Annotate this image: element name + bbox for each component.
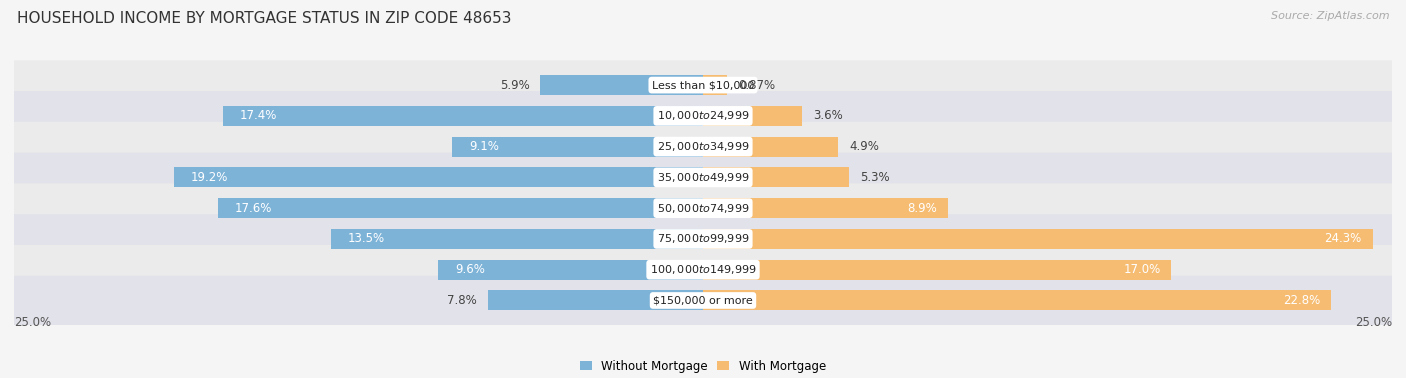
Text: 5.9%: 5.9% [499, 79, 530, 91]
Bar [703, 136, 838, 156]
FancyBboxPatch shape [6, 214, 1400, 264]
Text: HOUSEHOLD INCOME BY MORTGAGE STATUS IN ZIP CODE 48653: HOUSEHOLD INCOME BY MORTGAGE STATUS IN Z… [17, 11, 512, 26]
Bar [703, 198, 948, 218]
Text: $150,000 or more: $150,000 or more [654, 296, 752, 305]
Bar [488, 290, 703, 310]
FancyBboxPatch shape [6, 60, 1400, 110]
FancyBboxPatch shape [6, 183, 1400, 233]
Bar [703, 229, 1372, 249]
Text: 5.3%: 5.3% [860, 171, 890, 184]
Text: $100,000 to $149,999: $100,000 to $149,999 [650, 263, 756, 276]
Text: $50,000 to $74,999: $50,000 to $74,999 [657, 202, 749, 215]
Text: 13.5%: 13.5% [347, 232, 385, 245]
FancyBboxPatch shape [6, 276, 1400, 325]
FancyBboxPatch shape [6, 245, 1400, 294]
Text: 3.6%: 3.6% [813, 109, 844, 122]
Text: 7.8%: 7.8% [447, 294, 477, 307]
Text: 25.0%: 25.0% [14, 316, 51, 329]
Bar [703, 106, 803, 126]
Text: 0.87%: 0.87% [738, 79, 775, 91]
Bar [439, 260, 703, 280]
Text: 24.3%: 24.3% [1324, 232, 1361, 245]
FancyBboxPatch shape [6, 91, 1400, 141]
Legend: Without Mortgage, With Mortgage: Without Mortgage, With Mortgage [575, 355, 831, 377]
Text: 17.4%: 17.4% [240, 109, 277, 122]
Text: 4.9%: 4.9% [849, 140, 879, 153]
Bar [453, 136, 703, 156]
Text: 19.2%: 19.2% [190, 171, 228, 184]
Text: $75,000 to $99,999: $75,000 to $99,999 [657, 232, 749, 245]
Bar [540, 75, 703, 95]
Text: $25,000 to $34,999: $25,000 to $34,999 [657, 140, 749, 153]
Text: 9.1%: 9.1% [468, 140, 499, 153]
Bar [703, 290, 1331, 310]
Text: 25.0%: 25.0% [1355, 316, 1392, 329]
Bar [330, 229, 703, 249]
Bar [174, 167, 703, 187]
Text: 22.8%: 22.8% [1284, 294, 1320, 307]
Text: Less than $10,000: Less than $10,000 [652, 80, 754, 90]
Text: 17.0%: 17.0% [1123, 263, 1160, 276]
Bar [703, 167, 849, 187]
Text: $35,000 to $49,999: $35,000 to $49,999 [657, 171, 749, 184]
Text: 9.6%: 9.6% [456, 263, 485, 276]
Bar [703, 260, 1171, 280]
Text: $10,000 to $24,999: $10,000 to $24,999 [657, 109, 749, 122]
Text: Source: ZipAtlas.com: Source: ZipAtlas.com [1271, 11, 1389, 21]
FancyBboxPatch shape [6, 153, 1400, 202]
Text: 8.9%: 8.9% [907, 202, 938, 215]
Bar [224, 106, 703, 126]
FancyBboxPatch shape [6, 122, 1400, 171]
Bar [703, 75, 727, 95]
Text: 17.6%: 17.6% [235, 202, 271, 215]
Bar [218, 198, 703, 218]
